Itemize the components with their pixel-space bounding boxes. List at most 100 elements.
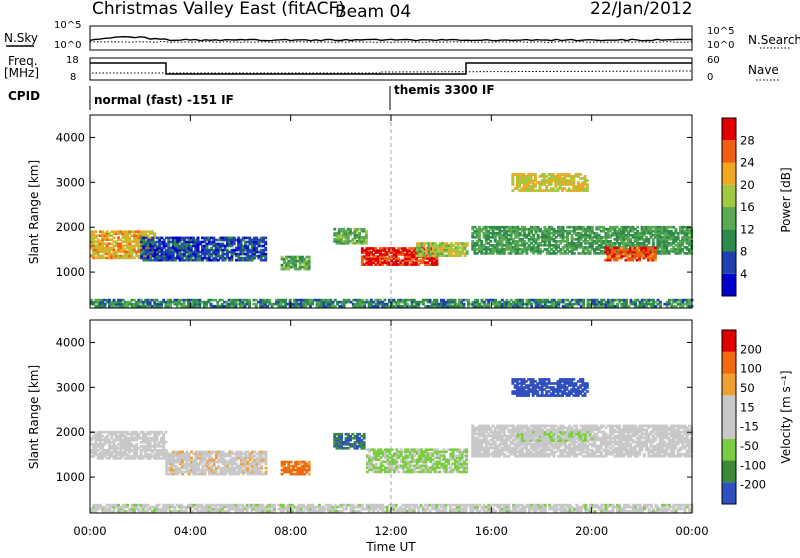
- heatmap-cell: [108, 254, 111, 258]
- heatmap-cell: [112, 455, 116, 458]
- heatmap-cell: [527, 229, 531, 233]
- heatmap-cell: [128, 447, 132, 450]
- heatmap-cell: [520, 244, 524, 247]
- heatmap-cell: [365, 466, 369, 470]
- heatmap-cell: [379, 462, 383, 466]
- heatmap-cell: [329, 298, 333, 302]
- heatmap-cell: [491, 236, 495, 239]
- heatmap-cell: [137, 457, 141, 460]
- heatmap-cell: [126, 436, 129, 440]
- heatmap-cell: [196, 236, 200, 240]
- heatmap-cell: [112, 254, 116, 258]
- heatmap-cell: [507, 300, 511, 304]
- heatmap-cell: [311, 298, 315, 302]
- heatmap-cell: [180, 254, 184, 258]
- heatmap-cell: [176, 470, 180, 474]
- heatmap-cell: [586, 246, 590, 249]
- heatmap-cell: [651, 240, 655, 243]
- heatmap-cell: [303, 263, 307, 267]
- heatmap-cell: [447, 462, 451, 466]
- heatmap-cell: [205, 468, 209, 472]
- heatmap-cell: [656, 242, 660, 245]
- heatmap-cell: [463, 254, 467, 257]
- heatmap-cell: [141, 230, 145, 233]
- heatmap-cell: [498, 240, 502, 243]
- heatmap-cell: [421, 300, 425, 304]
- heatmap-cell: [669, 233, 673, 237]
- heatmap-cell: [410, 298, 414, 302]
- heatmap-cell: [156, 256, 159, 260]
- heatmap-cell: [429, 470, 432, 474]
- heatmap-cell: [667, 229, 671, 233]
- heatmap-cell: [431, 454, 435, 457]
- heatmap-cell: [255, 470, 259, 474]
- heatmap-cell: [242, 460, 245, 464]
- heatmap-cell: [491, 233, 495, 237]
- heatmap-cell: [518, 175, 522, 178]
- heatmap-cell: [421, 302, 425, 306]
- heatmap-cell: [268, 300, 272, 304]
- heatmap-cell: [550, 300, 554, 304]
- heatmap-cell: [429, 466, 432, 470]
- heatmap-cell: [404, 460, 408, 464]
- heatmap-cell: [277, 300, 281, 304]
- heatmap-cell: [555, 302, 558, 306]
- heatmap-cell: [518, 173, 522, 176]
- heatmap-cell: [282, 464, 286, 468]
- heatmap-cell: [268, 298, 272, 302]
- heatmap-cell: [189, 254, 193, 258]
- heatmap-cell: [221, 236, 225, 240]
- heatmap-cell: [424, 460, 428, 464]
- heatmap-cell: [304, 304, 308, 308]
- power-ylabel: Slant Range [km]: [27, 160, 41, 264]
- heatmap-cell: [444, 302, 448, 306]
- heatmap-cell: [260, 452, 263, 456]
- heatmap-cell: [187, 252, 191, 256]
- heatmap-cell: [688, 242, 691, 245]
- heatmap-cell: [291, 265, 295, 269]
- heatmap-cell: [167, 472, 171, 476]
- heatmap-cell: [263, 300, 267, 304]
- heatmap-cell: [219, 456, 223, 460]
- heatmap-cell: [541, 298, 545, 302]
- heatmap-cell: [591, 300, 595, 304]
- heatmap-cell: [640, 227, 644, 231]
- heatmap-cell: [595, 242, 599, 245]
- heatmap-cell: [253, 450, 257, 454]
- heatmap-cell: [355, 229, 359, 233]
- cpid-mode-1: normal (fast) -151 IF: [94, 93, 234, 107]
- heatmap-cell: [117, 453, 120, 456]
- heatmap-cell: [333, 231, 337, 235]
- heatmap-cell: [105, 436, 109, 440]
- heatmap-cell: [285, 466, 288, 470]
- heatmap-cell: [424, 261, 427, 264]
- heatmap-cell: [335, 238, 339, 241]
- heatmap-cell: [564, 298, 567, 302]
- heatmap-cell: [624, 252, 628, 256]
- heatmap-cell: [442, 468, 446, 472]
- heatmap-cell: [606, 240, 610, 243]
- heatmap-cell: [176, 450, 180, 454]
- heatmap-cell: [665, 231, 669, 235]
- heatmap-cell: [524, 179, 528, 182]
- heatmap-cell: [597, 248, 601, 251]
- heatmap-cell: [638, 248, 641, 252]
- heatmap-cell: [645, 231, 648, 235]
- heatmap-cell: [178, 246, 182, 250]
- heatmap-cell: [636, 240, 639, 243]
- heatmap-cell: [237, 248, 241, 252]
- heatmap-cell: [388, 300, 391, 304]
- heatmap-cell: [491, 248, 495, 251]
- heatmap-cell: [282, 257, 286, 261]
- heatmap-cell: [574, 189, 578, 192]
- heatmap-cell: [176, 250, 180, 254]
- heatmap-cell: [554, 183, 558, 186]
- heatmap-cell: [579, 300, 583, 304]
- heatmap-cell: [146, 256, 150, 260]
- heatmap-cell: [572, 179, 576, 182]
- heatmap-cell: [103, 256, 107, 260]
- heatmap-cell: [629, 252, 632, 256]
- heatmap-cell: [548, 231, 551, 235]
- heatmap-cell: [434, 248, 437, 251]
- heatmap-cell: [665, 302, 669, 306]
